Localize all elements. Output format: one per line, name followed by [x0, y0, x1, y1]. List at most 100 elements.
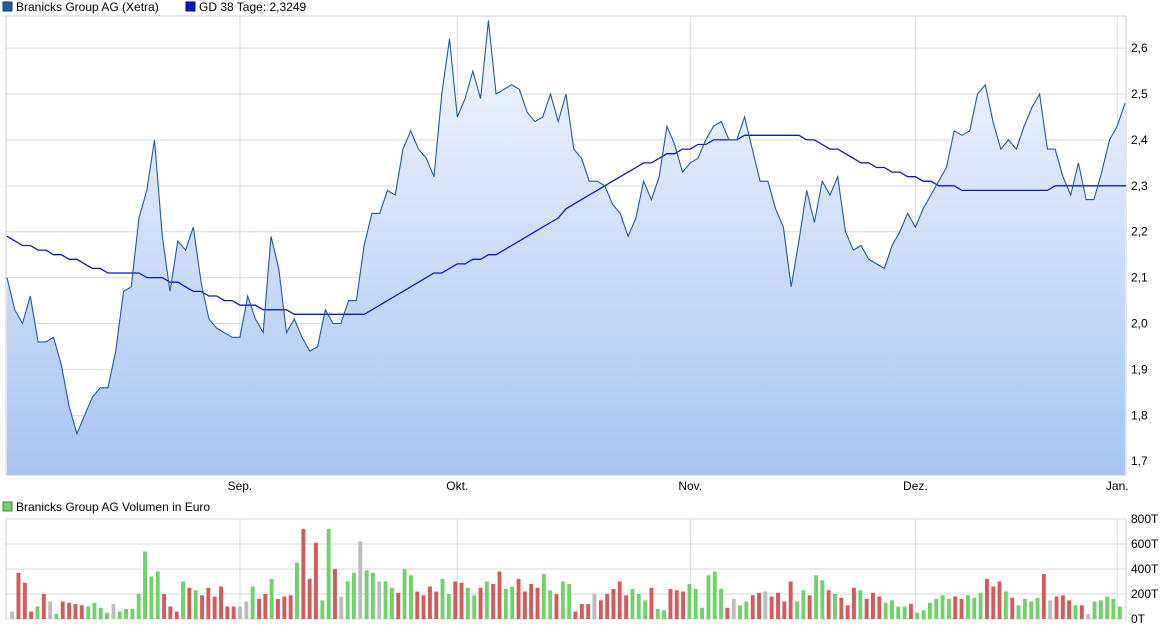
price-y-tick-label: 2,4 — [1131, 133, 1148, 147]
volume-bar — [41, 594, 46, 619]
volume-bar — [390, 587, 394, 620]
volume-bar — [687, 584, 692, 619]
volume-bar — [510, 586, 515, 619]
volume-bar — [35, 606, 40, 619]
volume-bar — [339, 596, 344, 619]
volume-bar — [674, 590, 679, 620]
volume-bar — [693, 589, 698, 619]
volume-bar — [845, 605, 850, 620]
price-y-tick-label: 1,8 — [1131, 408, 1148, 422]
price-legend-label: Branicks Group AG (Xetra) — [16, 0, 159, 14]
volume-bar — [1010, 597, 1015, 620]
volume-bar — [453, 581, 458, 619]
volume-bar — [605, 594, 610, 619]
volume-bar — [1105, 596, 1110, 619]
volume-bar — [719, 589, 723, 619]
volume-y-tick-label: 600T — [1131, 537, 1159, 551]
volume-bar — [852, 587, 856, 620]
volume-bar — [79, 605, 84, 620]
volume-bar — [769, 596, 774, 619]
volume-bar — [934, 599, 939, 619]
volume-bar — [902, 606, 907, 619]
volume-bar — [1003, 591, 1008, 619]
volume-bar — [630, 589, 635, 619]
volume-bar — [624, 595, 629, 620]
volume-bar — [73, 604, 78, 619]
volume-bar — [257, 599, 261, 619]
volume-bar — [181, 581, 185, 619]
volume-bar — [212, 596, 217, 619]
x-tick-label: Sep. — [228, 479, 253, 493]
volume-bar — [10, 611, 15, 619]
volume-bar — [826, 590, 831, 620]
volume-bar — [352, 572, 356, 620]
x-axis-labels: Sep.Okt.Nov.Dez.Jan.Feb. — [228, 479, 1129, 493]
price-y-tick-label: 2,1 — [1131, 271, 1148, 285]
volume-bar — [921, 610, 926, 620]
volume-bar — [98, 607, 103, 620]
volume-bar — [86, 606, 91, 619]
price-y-tick-label: 2,3 — [1131, 179, 1148, 193]
price-legend: Branicks Group AG (Xetra) GD 38 Tage: 2,… — [2, 0, 307, 14]
volume-bar — [288, 595, 293, 620]
volume-bar — [48, 601, 53, 619]
volume-bar — [662, 610, 666, 620]
price-y-tick-label: 2,2 — [1131, 225, 1148, 239]
volume-bar — [953, 596, 958, 619]
volume-bar — [985, 579, 989, 619]
volume-bar — [472, 595, 477, 620]
volume-bar — [16, 572, 21, 620]
volume-bar — [814, 575, 818, 620]
volume-bar — [529, 584, 534, 619]
volume-y-tick-label: 800T — [1131, 512, 1159, 526]
volume-bar — [516, 579, 521, 619]
volume-bar — [491, 584, 496, 619]
volume-bar — [1016, 605, 1021, 620]
volume-bar — [655, 609, 660, 619]
volume-y-tick-label: 400T — [1131, 562, 1159, 576]
volume-bar — [320, 600, 325, 620]
volume-bar — [364, 570, 369, 620]
volume-legend-swatch — [2, 501, 13, 512]
x-tick-label: Okt. — [446, 479, 468, 493]
volume-bar — [712, 571, 717, 619]
volume-bar — [29, 611, 34, 619]
volume-bar — [60, 601, 65, 619]
volume-bar — [864, 599, 869, 619]
volume-bar — [111, 604, 116, 619]
volume-bar — [22, 582, 27, 620]
volume-bar — [383, 581, 388, 619]
volume-bar — [560, 581, 565, 619]
volume-bar — [706, 575, 711, 620]
volume-bar — [187, 587, 192, 620]
volume-bar — [149, 576, 154, 619]
volume-bar — [617, 581, 622, 619]
volume-bar — [535, 587, 540, 620]
volume-bar — [301, 529, 306, 619]
volume-bar — [440, 579, 445, 619]
volume-bar — [807, 595, 812, 620]
volume-bar — [643, 600, 648, 620]
price-line — [6, 20, 1126, 436]
volume-bar — [415, 591, 420, 619]
volume-bar — [409, 575, 413, 620]
volume-bar — [1086, 614, 1091, 619]
volume-bar — [92, 602, 97, 620]
volume-bar — [1035, 597, 1040, 620]
volume-bar — [446, 594, 451, 619]
price-y-tick-label: 2,6 — [1131, 41, 1148, 55]
volume-bar — [155, 571, 160, 619]
volume-bar — [193, 590, 198, 620]
volume-bar — [896, 606, 901, 619]
volume-bar — [333, 569, 337, 619]
ma-legend-label: GD 38 Tage: 2,3249 — [199, 0, 307, 14]
volume-bar — [681, 591, 685, 619]
volume-bar — [1041, 574, 1046, 619]
volume-bar — [839, 597, 844, 620]
volume-bar — [1048, 600, 1053, 620]
volume-bar — [124, 609, 128, 619]
x-tick-label: Dez. — [903, 479, 928, 493]
price-legend-swatch — [2, 1, 13, 12]
volume-bar — [1092, 601, 1097, 619]
volume-bar — [117, 611, 122, 619]
